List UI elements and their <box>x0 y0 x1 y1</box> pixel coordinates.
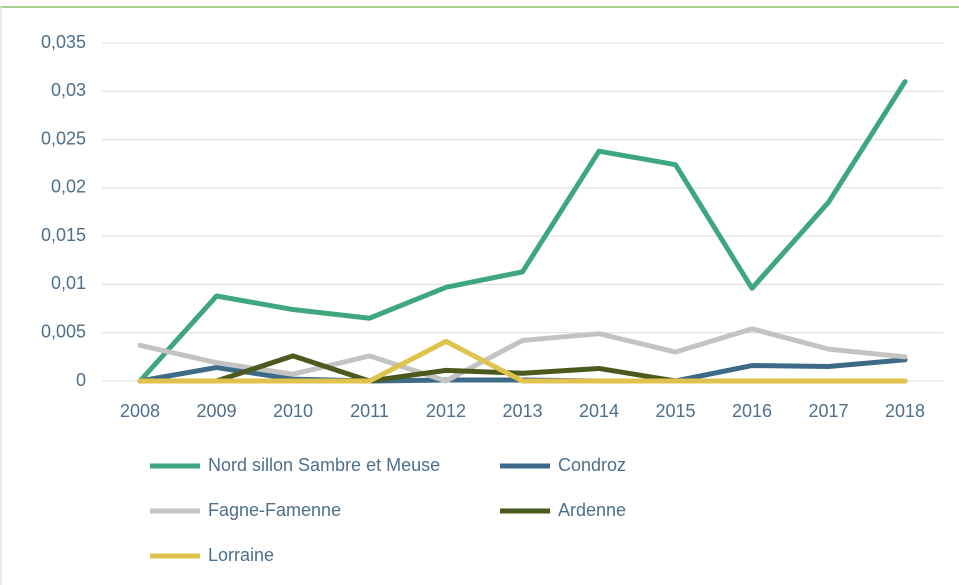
y-tick-label: 0,005 <box>41 321 86 341</box>
legend-label: Nord sillon Sambre et Meuse <box>208 455 440 475</box>
legend-label: Condroz <box>558 455 626 475</box>
x-tick-label: 2008 <box>120 401 160 421</box>
legend-label: Fagne-Famenne <box>208 500 341 520</box>
series-line <box>137 79 908 384</box>
series-line <box>137 326 908 384</box>
y-tick-label: 0,01 <box>51 273 86 293</box>
x-tick-label: 2009 <box>196 401 236 421</box>
y-tick-label: 0,035 <box>41 32 86 52</box>
y-tick-label: 0,025 <box>41 128 86 148</box>
y-tick-label: 0,03 <box>51 80 86 100</box>
y-tick-label: 0,015 <box>41 225 86 245</box>
x-tick-label: 2010 <box>273 401 313 421</box>
series-line <box>137 338 908 384</box>
x-tick-label: 2017 <box>808 401 848 421</box>
x-tick-label: 2011 <box>350 401 389 421</box>
x-tick-label: 2018 <box>885 401 925 421</box>
x-tick-label: 2014 <box>579 401 619 421</box>
x-tick-label: 2015 <box>655 401 695 421</box>
x-tick-label: 2012 <box>426 401 466 421</box>
y-tick-label: 0,02 <box>51 177 86 197</box>
x-tick-label: 2013 <box>502 401 542 421</box>
legend-label: Ardenne <box>558 500 626 520</box>
y-tick-label: 0 <box>76 370 86 390</box>
x-tick-label: 2016 <box>732 401 772 421</box>
legend-label: Lorraine <box>208 545 274 565</box>
